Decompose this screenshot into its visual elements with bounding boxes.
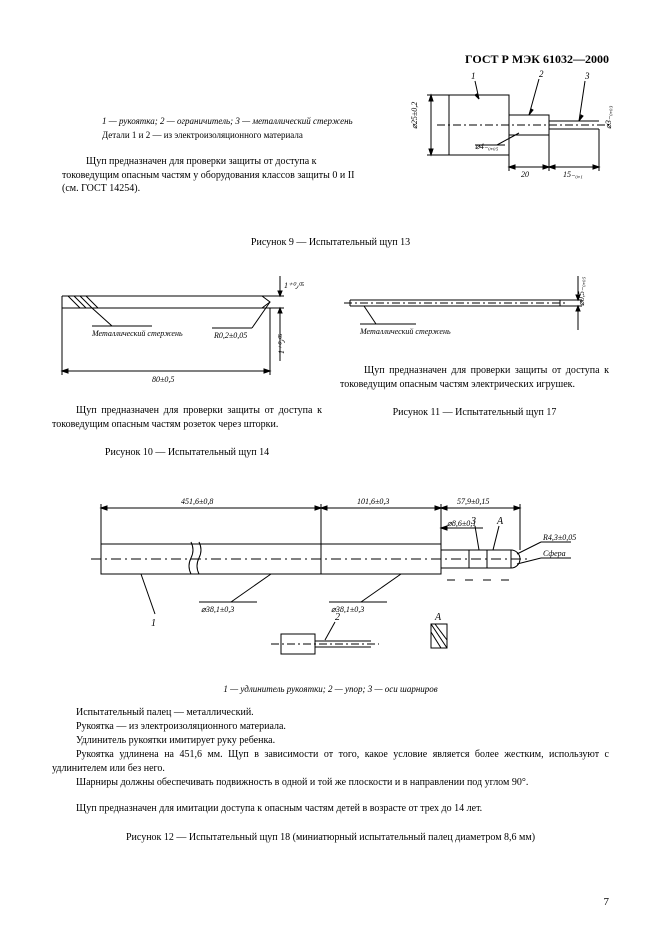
fig9-caption: Рисунок 9 — Испытательный щуп 13 xyxy=(52,237,609,248)
fig10-block: Металлический стержень R0,2±0,05 1⁺⁰٫⁰⁵ … xyxy=(52,266,322,458)
svg-text:3: 3 xyxy=(470,516,476,527)
svg-text:⌀25±0,2: ⌀25±0,2 xyxy=(410,102,419,129)
svg-text:⌀3₋₀,₀₃: ⌀3₋₀,₀₃ xyxy=(604,105,613,129)
fig9-drawing: ⌀25±0,2 ⌀4₋₀,₀₅ 20 15₋₀,₁ ⌀3₋₀,₀₃ 1 2 3 xyxy=(389,67,619,187)
fig9-legend-1: 1 — рукоятка; 2 — ограничитель; 3 — мета… xyxy=(102,115,382,129)
fig10-caption: Рисунок 10 — Испытательный щуп 14 xyxy=(52,447,322,458)
svg-text:⌀38,1±0,3: ⌀38,1±0,3 xyxy=(201,605,234,614)
doc-header: ГОСТ Р МЭК 61032—2000 xyxy=(52,52,609,67)
svg-text:2: 2 xyxy=(335,612,340,623)
svg-text:20: 20 xyxy=(521,170,529,179)
fig11-drawing: ⌀0,5₋₀,₀₅ Металлический стержень xyxy=(340,266,600,356)
fig12-body: Испытательный палец — металлический. Рук… xyxy=(52,706,609,790)
svg-text:57,9±0,15: 57,9±0,15 xyxy=(457,497,489,506)
fig9-legend-2: Детали 1 и 2 — из электроизоляционного м… xyxy=(102,129,382,143)
svg-text:1⁺⁰٫⁰⁵: 1⁺⁰٫⁰⁵ xyxy=(277,334,286,354)
svg-text:101,6±0,3: 101,6±0,3 xyxy=(357,497,389,506)
svg-text:451,6±0,8: 451,6±0,8 xyxy=(181,497,213,506)
svg-text:⌀4₋₀,₀₅: ⌀4₋₀,₀₅ xyxy=(475,142,499,151)
svg-text:Сфера: Сфера xyxy=(543,549,566,558)
fig9-row: 1 — рукоятка; 2 — ограничитель; 3 — мета… xyxy=(52,77,609,227)
svg-text:2: 2 xyxy=(539,69,544,79)
fig10-drawing: Металлический стержень R0,2±0,05 1⁺⁰٫⁰⁵ … xyxy=(52,266,322,396)
fig12-body-4: Рукоятка удлинена на 451,6 мм. Щуп в зав… xyxy=(52,748,609,776)
fig12-legend: 1 — удлинитель рукоятки; 2 — упор; 3 — о… xyxy=(52,684,609,694)
svg-text:R4,3±0,05: R4,3±0,05 xyxy=(542,533,576,542)
svg-text:1: 1 xyxy=(151,618,156,629)
fig9-legend: 1 — рукоятка; 2 — ограничитель; 3 — мета… xyxy=(102,115,382,142)
fig12-drawing: 451,6±0,8 101,6±0,3 57,9±0,15 ⌀8,6±0,1 R… xyxy=(71,484,591,674)
fig12-body-2: Рукоятка — из электроизоляционного матер… xyxy=(52,720,609,734)
fig12-last: Щуп предназначен для имитации доступа к … xyxy=(52,802,609,816)
svg-text:Металлический стержень: Металлический стержень xyxy=(91,329,183,338)
fig11-block: ⌀0,5₋₀,₀₅ Металлический стержень Щуп пре… xyxy=(340,266,609,458)
fig12-body-5: Шарниры должны обеспечивать подвижность … xyxy=(52,776,609,790)
fig12-block: 451,6±0,8 101,6±0,3 57,9±0,15 ⌀8,6±0,1 R… xyxy=(52,484,609,694)
fig9-para: Щуп предназначен для проверки защиты от … xyxy=(62,155,370,196)
page-number: 7 xyxy=(604,896,610,908)
svg-text:R0,2±0,05: R0,2±0,05 xyxy=(213,331,247,340)
svg-text:A: A xyxy=(434,612,442,623)
svg-text:1: 1 xyxy=(471,71,476,81)
fig11-para: Щуп предназначен для проверки защиты от … xyxy=(340,364,609,391)
svg-text:Металлический стержень: Металлический стержень xyxy=(359,327,451,336)
svg-text:A: A xyxy=(496,516,504,527)
fig12-body-1: Испытательный палец — металлический. xyxy=(52,706,609,720)
fig12-caption: Рисунок 12 — Испытательный щуп 18 (миниа… xyxy=(52,832,609,843)
svg-text:3: 3 xyxy=(584,71,590,81)
svg-text:15₋₀,₁: 15₋₀,₁ xyxy=(563,170,583,179)
svg-text:1⁺⁰٫⁰⁵: 1⁺⁰٫⁰⁵ xyxy=(284,281,304,290)
fig10-para: Щуп предназначен для проверки защиты от … xyxy=(52,404,322,431)
svg-text:80±0,5: 80±0,5 xyxy=(152,375,174,384)
mid-row: Металлический стержень R0,2±0,05 1⁺⁰٫⁰⁵ … xyxy=(52,266,609,458)
fig12-body-3: Удлинитель рукоятки имитирует руку ребен… xyxy=(52,734,609,748)
svg-text:⌀0,5₋₀,₀₅: ⌀0,5₋₀,₀₅ xyxy=(577,276,586,306)
fig12-last-p: Щуп предназначен для имитации доступа к … xyxy=(52,802,609,816)
fig11-caption: Рисунок 11 — Испытательный щуп 17 xyxy=(340,407,609,418)
